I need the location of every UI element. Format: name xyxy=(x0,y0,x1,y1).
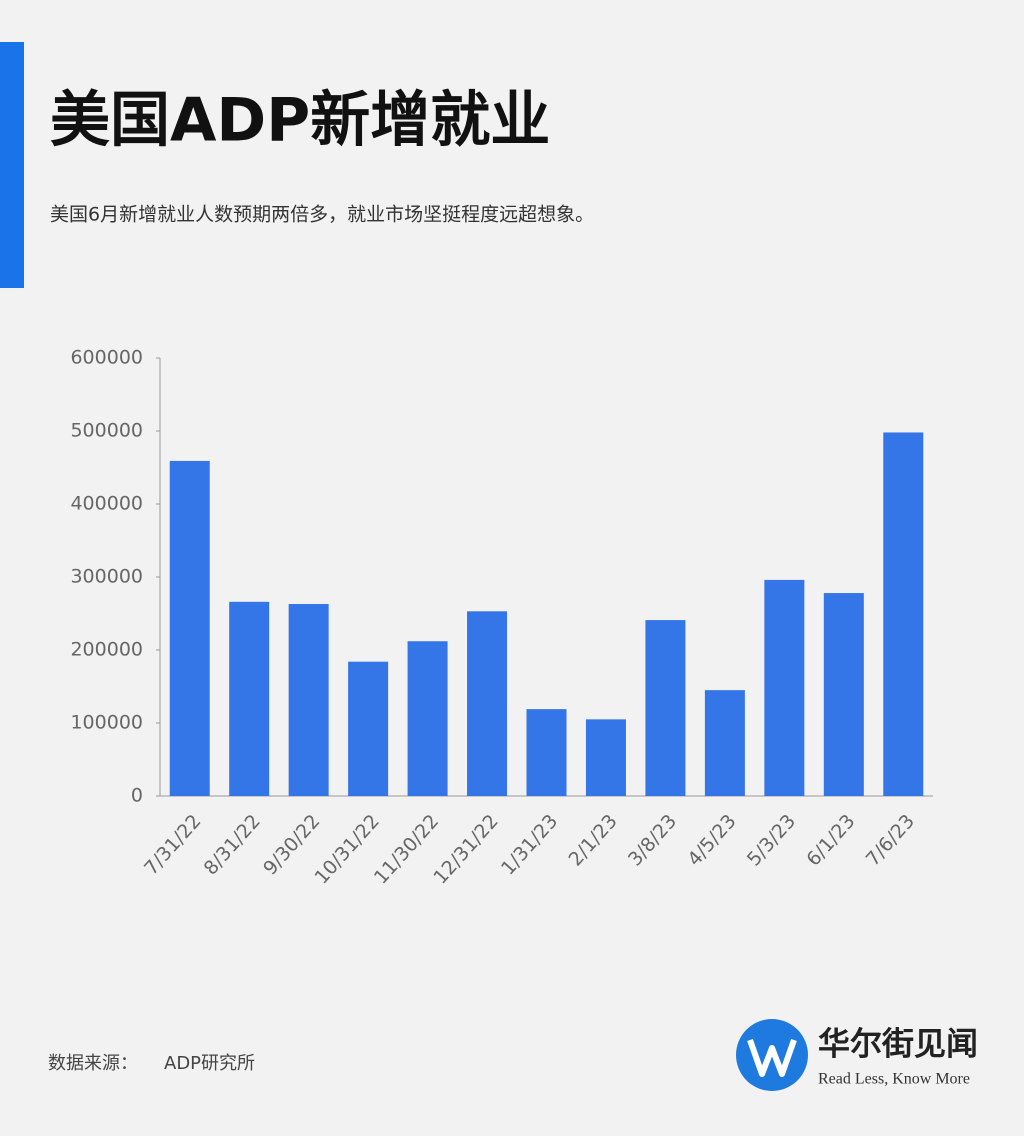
bar xyxy=(704,690,745,796)
bar xyxy=(764,579,805,796)
bar xyxy=(169,460,210,796)
accent-bar xyxy=(0,42,24,288)
y-tick-label: 200000 xyxy=(70,639,143,661)
y-tick-label: 300000 xyxy=(70,566,143,588)
bar xyxy=(288,604,329,796)
source-label: 数据来源： xyxy=(48,1053,138,1074)
bar xyxy=(348,661,389,796)
tagline: Read Less, Know More xyxy=(818,1071,970,1088)
source: ADP研究所 xyxy=(164,1053,255,1074)
brand: 华尔街见闻 xyxy=(818,1025,978,1063)
bar xyxy=(526,709,567,796)
y-tick-label: 500000 xyxy=(70,420,143,442)
bar xyxy=(229,601,270,796)
bar xyxy=(467,611,508,796)
bar xyxy=(645,620,686,796)
y-tick-label: 0 xyxy=(131,785,143,807)
y-tick-label: 100000 xyxy=(70,712,143,734)
y-tick-label: 600000 xyxy=(70,347,143,369)
chart-subtitle: 美国6月新增就业人数预期两倍多，就业市场坚挺程度远超想象。 xyxy=(50,204,594,226)
bar xyxy=(407,641,448,796)
bar xyxy=(823,593,864,796)
logo xyxy=(736,1019,808,1091)
logo-w xyxy=(747,1039,797,1077)
chart-title: 美国ADP新增就业 xyxy=(50,86,550,156)
y-tick-label: 400000 xyxy=(70,493,143,515)
bar xyxy=(585,719,626,796)
bar xyxy=(883,432,924,796)
